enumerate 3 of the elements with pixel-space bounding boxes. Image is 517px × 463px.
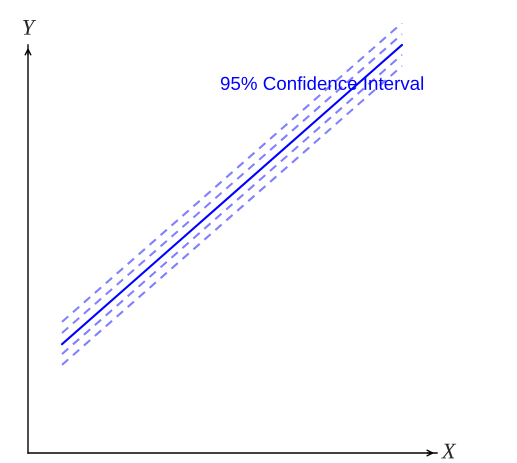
y-axis-title: Y (23, 20, 36, 35)
x-axis-title: X (441, 444, 456, 458)
annotation: 95% Confidence Interval (220, 76, 424, 90)
